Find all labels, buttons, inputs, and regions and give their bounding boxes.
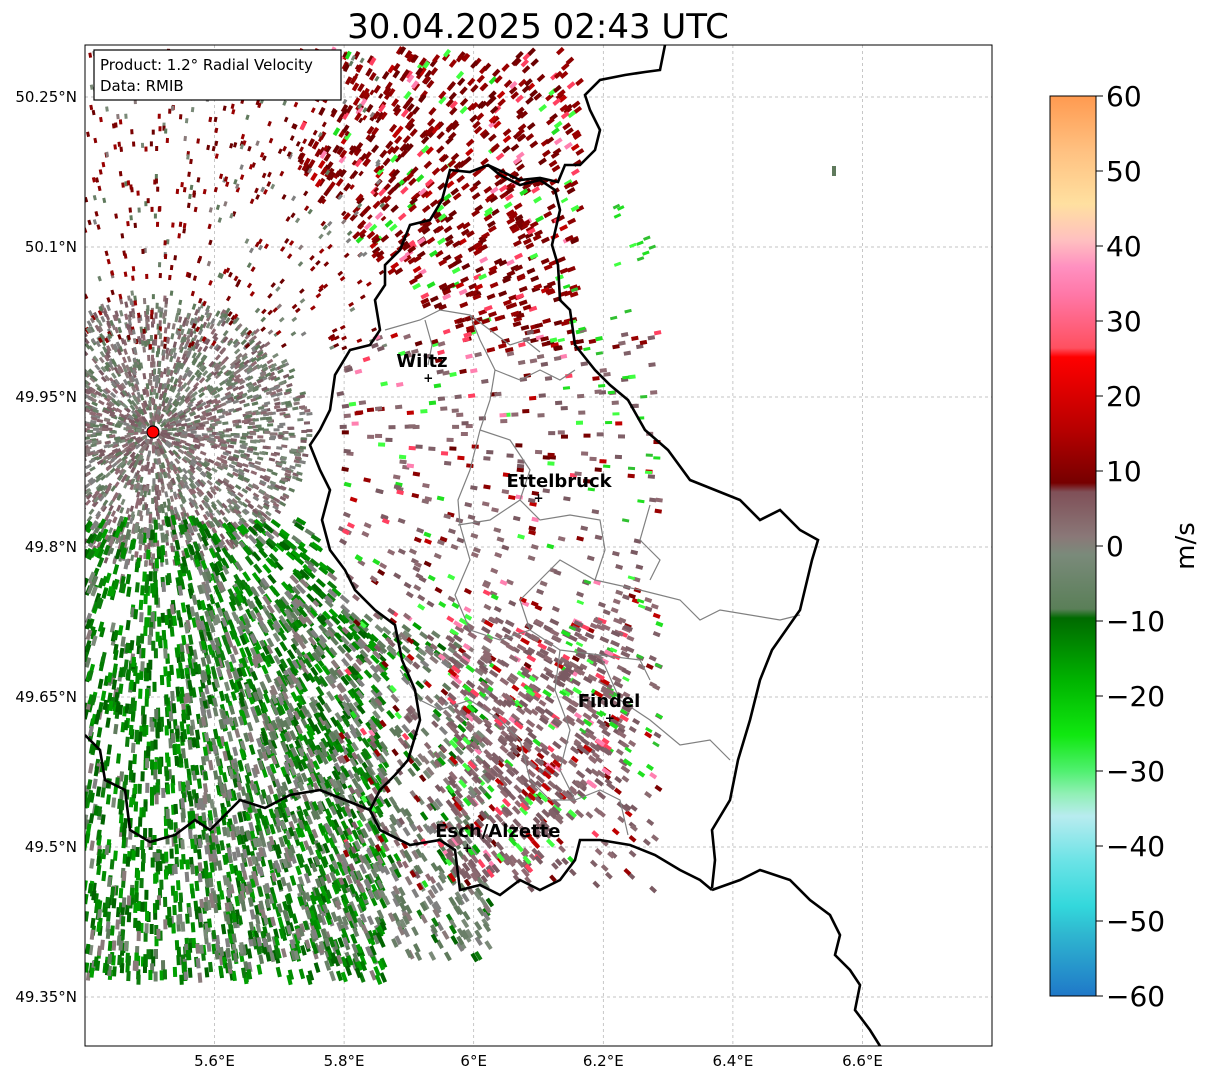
city-cross: +	[462, 841, 472, 855]
lat-tick-label: 49.5°N	[25, 838, 77, 856]
lat-tick-label: 49.95°N	[15, 388, 77, 406]
lat-tick-label: 50.25°N	[15, 88, 77, 106]
colorbar-tick-label: −20	[1106, 680, 1165, 713]
lon-tick-label: 5.8°E	[324, 1052, 365, 1070]
colorbar-tick-label: 50	[1106, 155, 1142, 188]
city-cross: +	[423, 371, 433, 385]
colorbar-tick-label: 0	[1106, 530, 1124, 563]
colorbar: 60 50 40 30 20 10 0 −10 −20 −30 −40 −50 −60 m/s	[1050, 80, 1201, 1013]
lon-tick-label: 6.6°E	[842, 1052, 883, 1070]
figure-title: 30.04.2025 02:43 UTC	[347, 7, 729, 47]
colorbar-gradient	[1050, 96, 1096, 996]
colorbar-tick-label: −30	[1106, 755, 1165, 788]
lon-tick-label: 6°E	[460, 1052, 487, 1070]
map-area: +Wiltz+Ettelbruck+Findel+Esch/Alzette	[0, 45, 992, 1046]
lat-tick-label: 49.35°N	[15, 988, 77, 1006]
latitude-axis: 50.25°N 50.1°N 49.95°N 49.8°N 49.65°N 49.5°N 4…	[15, 88, 77, 1006]
city-label: Findel	[578, 691, 641, 712]
city-cross: +	[605, 711, 615, 725]
city-cross: +	[533, 491, 543, 505]
colorbar-tick-label: 40	[1106, 230, 1142, 263]
info-product: Product: 1.2° Radial Velocity	[100, 56, 313, 74]
info-box: Product: 1.2° Radial Velocity Data: RMIB	[94, 50, 341, 100]
colorbar-label: m/s	[1171, 522, 1201, 570]
colorbar-tick-label: 10	[1106, 455, 1142, 488]
city-label: Esch/Alzette	[435, 821, 560, 842]
city-label: Wiltz	[396, 351, 447, 372]
lat-tick-label: 49.65°N	[15, 688, 77, 706]
colorbar-tick-label: 30	[1106, 305, 1142, 338]
colorbar-tick-label: −60	[1106, 980, 1165, 1013]
colorbar-ticks: 60 50 40 30 20 10 0 −10 −20 −30 −40 −50 −60	[1096, 80, 1165, 1013]
lat-tick-label: 49.8°N	[25, 538, 77, 556]
colorbar-tick-label: −40	[1106, 830, 1165, 863]
lon-tick-label: 6.2°E	[583, 1052, 624, 1070]
lon-tick-label: 5.6°E	[194, 1052, 235, 1070]
colorbar-tick-label: −10	[1106, 605, 1165, 638]
city-label: Ettelbruck	[507, 471, 613, 492]
lat-tick-label: 50.1°N	[25, 238, 77, 256]
colorbar-tick-label: 20	[1106, 380, 1142, 413]
radar-site-marker	[147, 426, 159, 438]
info-data-source: Data: RMIB	[100, 77, 184, 95]
colorbar-tick-label: 60	[1106, 80, 1142, 113]
colorbar-tick-label: −50	[1106, 905, 1165, 938]
longitude-axis: 5.6°E 5.8°E 6°E 6.2°E 6.4°E 6.6°E	[194, 1052, 883, 1070]
lon-tick-label: 6.4°E	[712, 1052, 753, 1070]
